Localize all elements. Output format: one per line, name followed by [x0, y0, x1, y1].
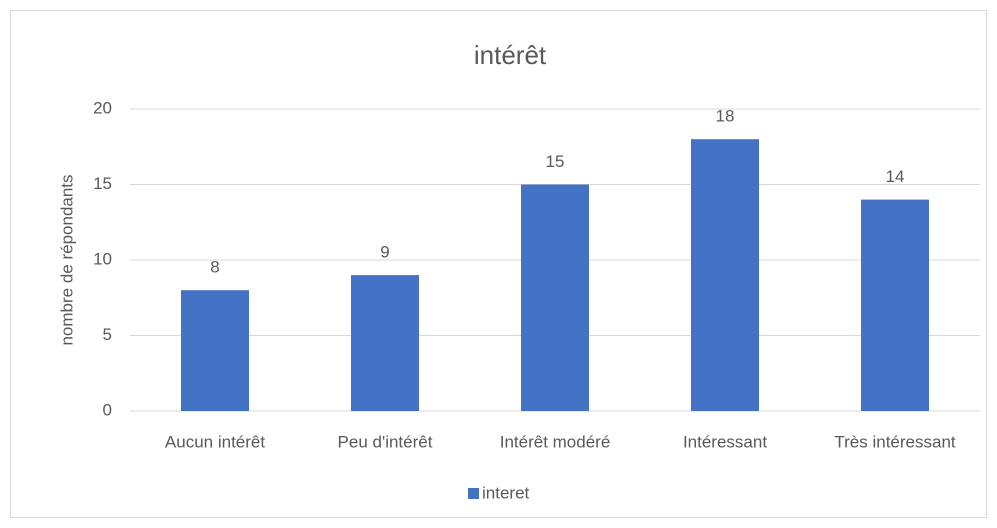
x-tick-label: Peu d'intérêt — [338, 432, 433, 451]
chart-border — [10, 10, 987, 518]
y-tick-label: 15 — [93, 174, 112, 193]
legend-swatch — [468, 488, 479, 499]
x-tick-label: Intéressant — [683, 432, 767, 451]
data-label: 18 — [716, 107, 735, 126]
data-label: 14 — [886, 167, 905, 186]
chart-title: intérêt — [474, 40, 547, 70]
bar — [351, 275, 419, 411]
data-label: 8 — [210, 258, 219, 277]
y-tick-label: 10 — [93, 249, 112, 268]
y-axis-label: nombre de répondants — [57, 174, 76, 345]
x-tick-label: Aucun intérêt — [165, 432, 265, 451]
y-tick-label: 20 — [93, 98, 112, 117]
y-tick-label: 5 — [103, 325, 112, 344]
bar — [691, 139, 759, 411]
bar — [181, 290, 249, 411]
x-tick-label: Très intéressant — [834, 432, 956, 451]
y-tick-label: 0 — [103, 400, 112, 419]
bar — [521, 184, 589, 411]
legend-label: interet — [482, 483, 530, 502]
data-label: 9 — [380, 243, 389, 262]
bar — [861, 199, 929, 411]
data-label: 15 — [546, 152, 565, 171]
x-tick-label: Intérêt modéré — [500, 432, 611, 451]
